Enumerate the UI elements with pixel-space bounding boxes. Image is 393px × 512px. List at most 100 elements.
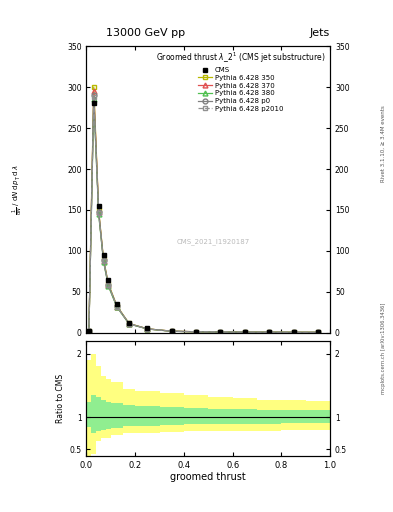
Pythia 6.428 350 xyxy=(106,281,111,287)
Pythia 6.428 370 xyxy=(127,321,132,327)
Pythia 6.428 370 xyxy=(92,88,96,94)
CMS xyxy=(145,325,150,331)
Pythia 6.428 370 xyxy=(86,328,91,334)
CMS xyxy=(316,329,320,335)
Pythia 6.428 380 xyxy=(169,328,174,334)
CMS xyxy=(242,329,247,335)
Pythia 6.428 370 xyxy=(316,329,320,335)
Pythia 6.428 350 xyxy=(316,329,320,335)
Pythia 6.428 350 xyxy=(242,329,247,335)
CMS xyxy=(169,328,174,334)
Pythia 6.428 350 xyxy=(291,329,296,335)
Pythia 6.428 380 xyxy=(127,321,132,327)
Text: mcplots.cern.ch [arXiv:1306.3436]: mcplots.cern.ch [arXiv:1306.3436] xyxy=(381,303,386,394)
Pythia 6.428 p2010 xyxy=(127,321,132,327)
Pythia 6.428 p2010 xyxy=(242,329,247,335)
Text: CMS_2021_I1920187: CMS_2021_I1920187 xyxy=(176,238,250,245)
Line: Pythia 6.428 p0: Pythia 6.428 p0 xyxy=(86,93,320,335)
CMS xyxy=(291,329,296,335)
Line: Pythia 6.428 380: Pythia 6.428 380 xyxy=(86,97,320,335)
Pythia 6.428 370 xyxy=(96,208,101,215)
Pythia 6.428 350 xyxy=(145,326,150,332)
Pythia 6.428 p2010 xyxy=(194,329,198,335)
Line: CMS: CMS xyxy=(86,101,320,335)
Legend: CMS, Pythia 6.428 350, Pythia 6.428 370, Pythia 6.428 380, Pythia 6.428 p0, Pyth: CMS, Pythia 6.428 350, Pythia 6.428 370,… xyxy=(154,50,327,113)
Pythia 6.428 380 xyxy=(218,329,223,335)
Text: Rivet 3.1.10, ≥ 3.4M events: Rivet 3.1.10, ≥ 3.4M events xyxy=(381,105,386,182)
Pythia 6.428 380 xyxy=(115,304,119,310)
Pythia 6.428 370 xyxy=(242,329,247,335)
Pythia 6.428 p2010 xyxy=(316,329,320,335)
Pythia 6.428 p2010 xyxy=(86,328,91,334)
Pythia 6.428 p0 xyxy=(92,92,96,98)
Pythia 6.428 p2010 xyxy=(115,304,119,310)
Pythia 6.428 p0 xyxy=(101,257,106,263)
CMS xyxy=(92,100,96,106)
Pythia 6.428 380 xyxy=(96,211,101,217)
Pythia 6.428 380 xyxy=(316,329,320,335)
Pythia 6.428 380 xyxy=(106,283,111,289)
Pythia 6.428 370 xyxy=(101,258,106,264)
Pythia 6.428 p0 xyxy=(96,208,101,215)
Pythia 6.428 380 xyxy=(101,259,106,265)
Pythia 6.428 p0 xyxy=(115,303,119,309)
Pythia 6.428 350 xyxy=(169,328,174,334)
Pythia 6.428 370 xyxy=(106,282,111,288)
Pythia 6.428 p2010 xyxy=(291,329,296,335)
Pythia 6.428 p0 xyxy=(194,329,198,335)
Pythia 6.428 370 xyxy=(115,304,119,310)
CMS xyxy=(115,301,119,307)
X-axis label: groomed thrust: groomed thrust xyxy=(171,472,246,482)
Pythia 6.428 p2010 xyxy=(169,328,174,334)
Pythia 6.428 p0 xyxy=(218,329,223,335)
Pythia 6.428 p0 xyxy=(127,321,132,327)
Pythia 6.428 p0 xyxy=(291,329,296,335)
Pythia 6.428 p2010 xyxy=(267,329,272,335)
Pythia 6.428 350 xyxy=(101,256,106,262)
Pythia 6.428 p0 xyxy=(267,329,272,335)
Pythia 6.428 380 xyxy=(92,96,96,102)
CMS xyxy=(127,320,132,326)
CMS xyxy=(96,203,101,209)
Pythia 6.428 380 xyxy=(145,326,150,332)
Pythia 6.428 380 xyxy=(267,329,272,335)
Pythia 6.428 350 xyxy=(115,303,119,309)
Pythia 6.428 p2010 xyxy=(145,326,150,332)
Pythia 6.428 p2010 xyxy=(218,329,223,335)
Pythia 6.428 p0 xyxy=(145,326,150,332)
Pythia 6.428 370 xyxy=(145,326,150,332)
Pythia 6.428 350 xyxy=(86,328,91,334)
Pythia 6.428 370 xyxy=(291,329,296,335)
Line: Pythia 6.428 370: Pythia 6.428 370 xyxy=(86,89,320,335)
Pythia 6.428 370 xyxy=(218,329,223,335)
Pythia 6.428 p0 xyxy=(242,329,247,335)
Pythia 6.428 380 xyxy=(194,329,198,335)
Pythia 6.428 350 xyxy=(218,329,223,335)
Pythia 6.428 370 xyxy=(194,329,198,335)
Line: Pythia 6.428 350: Pythia 6.428 350 xyxy=(86,84,320,335)
Pythia 6.428 p0 xyxy=(86,328,91,334)
Pythia 6.428 350 xyxy=(127,321,132,327)
Pythia 6.428 350 xyxy=(267,329,272,335)
Pythia 6.428 p0 xyxy=(106,282,111,288)
Line: Pythia 6.428 p2010: Pythia 6.428 p2010 xyxy=(86,94,320,335)
Pythia 6.428 380 xyxy=(242,329,247,335)
Pythia 6.428 350 xyxy=(96,207,101,213)
Pythia 6.428 370 xyxy=(169,328,174,334)
Pythia 6.428 p2010 xyxy=(92,94,96,100)
Pythia 6.428 p0 xyxy=(316,329,320,335)
Pythia 6.428 370 xyxy=(267,329,272,335)
CMS xyxy=(218,329,223,335)
CMS xyxy=(267,329,272,335)
Pythia 6.428 380 xyxy=(291,329,296,335)
Pythia 6.428 p2010 xyxy=(96,210,101,217)
Text: Jets: Jets xyxy=(310,28,330,38)
Pythia 6.428 380 xyxy=(86,328,91,334)
Pythia 6.428 p0 xyxy=(169,328,174,334)
CMS xyxy=(106,276,111,283)
Y-axis label: $\frac{1}{\mathrm{d}N}$ / $\mathrm{d}N\,\mathrm{d}\,p_\mathrm{T}\,\mathrm{d}\,\l: $\frac{1}{\mathrm{d}N}$ / $\mathrm{d}N\,… xyxy=(11,164,25,215)
Text: 13000 GeV pp: 13000 GeV pp xyxy=(106,28,185,38)
CMS xyxy=(194,329,198,335)
Pythia 6.428 p2010 xyxy=(101,258,106,264)
Pythia 6.428 350 xyxy=(194,329,198,335)
